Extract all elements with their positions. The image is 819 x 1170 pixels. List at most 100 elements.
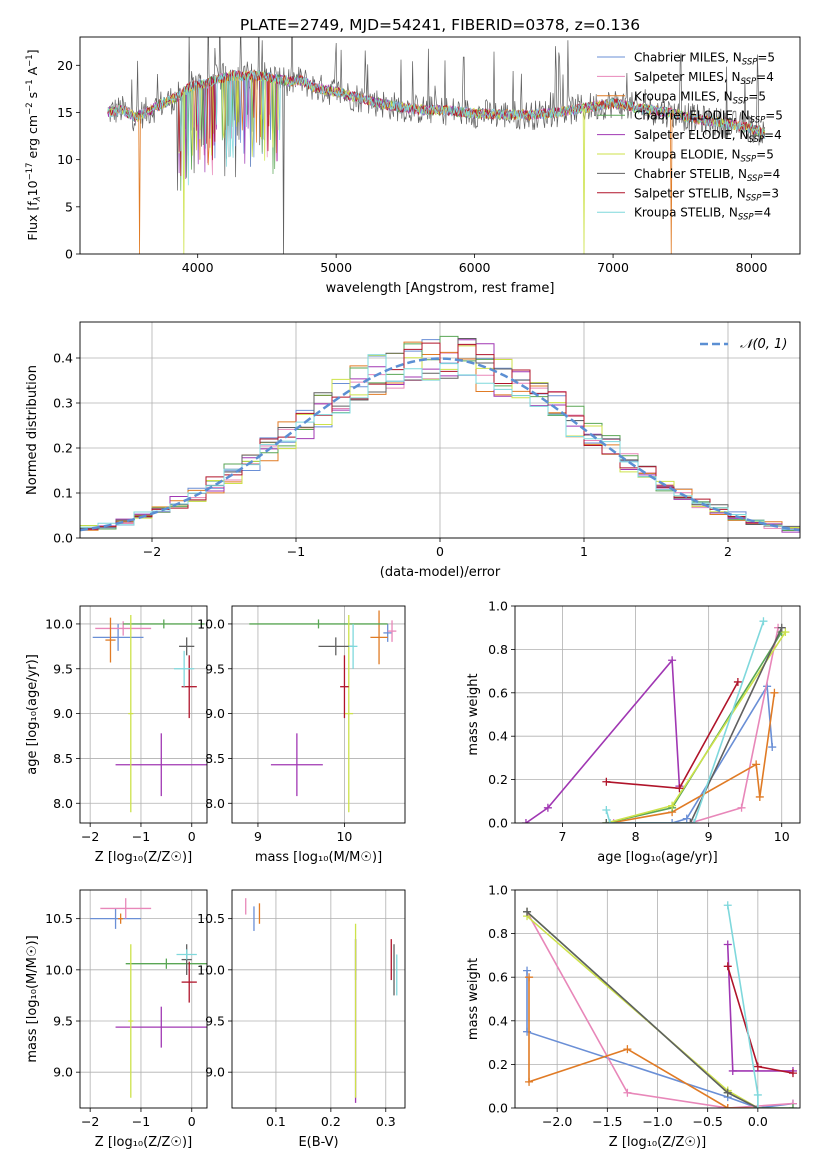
x-tick-label: −0.5 [692,1114,722,1129]
y-tick-label: 0.1 [53,486,73,501]
weight-point [770,688,779,697]
x-tick-label: 7 [559,829,567,844]
weight-point [525,973,534,982]
plot-area [90,898,207,1098]
weight-line [526,970,794,1108]
y-tick-label: 0.0 [53,531,73,546]
y-axis-label: mass weight [466,673,481,755]
weight-point [682,814,691,823]
grid [80,890,207,1108]
weight-point [759,617,768,626]
y-tick-label: 9.5 [205,1014,225,1029]
weight-point [623,1088,632,1097]
legend-entry: Kroupa ELODIE, NSSP=5 [634,148,774,165]
plot-area [80,335,800,533]
y-tick-label: 10.0 [45,962,73,977]
x-axis-label: Z [log₁₀(Z/Z☉)] [95,850,192,865]
y-tick-label: 8.5 [205,751,225,766]
y-tick-label: 0.0 [488,1101,508,1116]
weight-point [753,1062,762,1071]
weight-line [726,905,759,1108]
spectrum-dip [582,107,586,254]
y-tick-label: 8.0 [53,796,73,811]
spectrum-line [107,37,766,191]
y-tick-label: 8.5 [53,751,73,766]
legend-entry: Salpeter MILES, NSSP=4 [634,70,774,87]
x-axis-label: (data-model)/error [380,565,501,580]
spectrum-line [107,69,766,186]
weight-point [623,1045,632,1054]
histogram-series [80,354,800,530]
y-axis-label: age [log₁₀(age/yr)] [25,654,40,775]
x-tick-label: −2 [81,829,99,844]
x-axis-label: Z [log₁₀(Z/Z☉)] [609,1135,706,1150]
weight-point [752,760,761,769]
axes-frame [79,321,801,539]
axes-frame [231,889,406,1109]
y-axis-label: Flux [fλ10−17 erg cm−2 s−1 A−1] [25,49,43,240]
y-axis-label: mass weight [466,958,481,1040]
y-tick-label: 9.5 [205,661,225,676]
weight-point [777,623,786,632]
x-tick-label: 2 [724,544,732,559]
y-tick-label: 0.2 [53,441,73,456]
x-tick-label: 9 [705,829,713,844]
x-tick-label: 0.2 [321,1114,341,1129]
y-tick-label: 0.6 [488,970,508,985]
plot-area [92,614,207,813]
y-tick-label: 9.0 [53,1065,73,1080]
legend-entry: Chabrier ELODIE, NSSP=5 [634,109,783,126]
weight-point [755,792,764,801]
y-tick-label: 15 [57,105,73,120]
panel-age-vs-mass: 9 10 8.0 8.5 9.0 9.5 10.0 mass [log₁₀(M/M☉)] [197,605,406,865]
x-axis-label: mass [log₁₀(M/M☉)] [255,850,382,865]
spectrum-dip [182,91,186,254]
x-tick-label: 6000 [459,260,491,275]
y-tick-label: 10.0 [197,616,225,631]
weight-point [788,1069,797,1078]
legend-entry: Salpeter STELIB, NSSP=3 [634,186,779,203]
grid [515,889,800,1109]
panel-weight-vs-age: 7 8 9 10 0.0 0.2 0.4 0.6 0.8 1.0 age [log₁₀(age/yr… [466,599,801,865]
weight-point [668,801,677,810]
x-tick-label: 10 [336,829,352,844]
x-tick-label: 7000 [597,260,629,275]
weight-point [728,1066,737,1075]
x-tick-label: −1 [132,1114,150,1129]
legend-entry: Kroupa STELIB, NSSP=4 [634,206,771,223]
y-tick-label: 9.0 [205,1065,225,1080]
weight-line [606,631,783,823]
x-tick-label: −2 [81,1114,99,1129]
weight-point [753,1090,762,1099]
x-tick-label: 0.0 [748,1114,768,1129]
gaussian-curve [80,357,800,532]
weight-line [526,911,793,1108]
weight-point [602,777,611,786]
weight-point [781,628,790,637]
weight-line [526,911,759,1108]
grid [80,606,207,823]
weight-point [523,907,532,916]
x-axis-label: E(B-V) [298,1135,338,1150]
weight-point [523,966,532,975]
weight-line [609,692,776,823]
weight-point [753,1104,762,1108]
weight-point [690,819,699,823]
plot-area [523,901,797,1108]
y-tick-label: 10 [57,152,73,167]
x-tick-label: 0 [188,829,196,844]
spectrum-dip [670,113,673,254]
x-tick-label: 0 [188,1114,196,1129]
legend-entry: Chabrier MILES, NSSP=5 [634,51,775,68]
y-tick-label: 9.0 [205,706,225,721]
weight-point [523,1027,532,1036]
plot-area [249,610,397,813]
axes-frame [231,605,406,824]
x-tick-label: 0.3 [376,1114,396,1129]
x-tick-label: −1.0 [642,1114,672,1129]
panel-mass-vs-z: −2 −1 0 9.0 9.5 10.0 10.5 Z [log₁₀(Z/Z☉)] mass [… [25,889,208,1150]
axes-frame [79,889,208,1109]
x-tick-label: 0.1 [266,1114,286,1129]
y-tick-label: 0.6 [488,685,508,700]
